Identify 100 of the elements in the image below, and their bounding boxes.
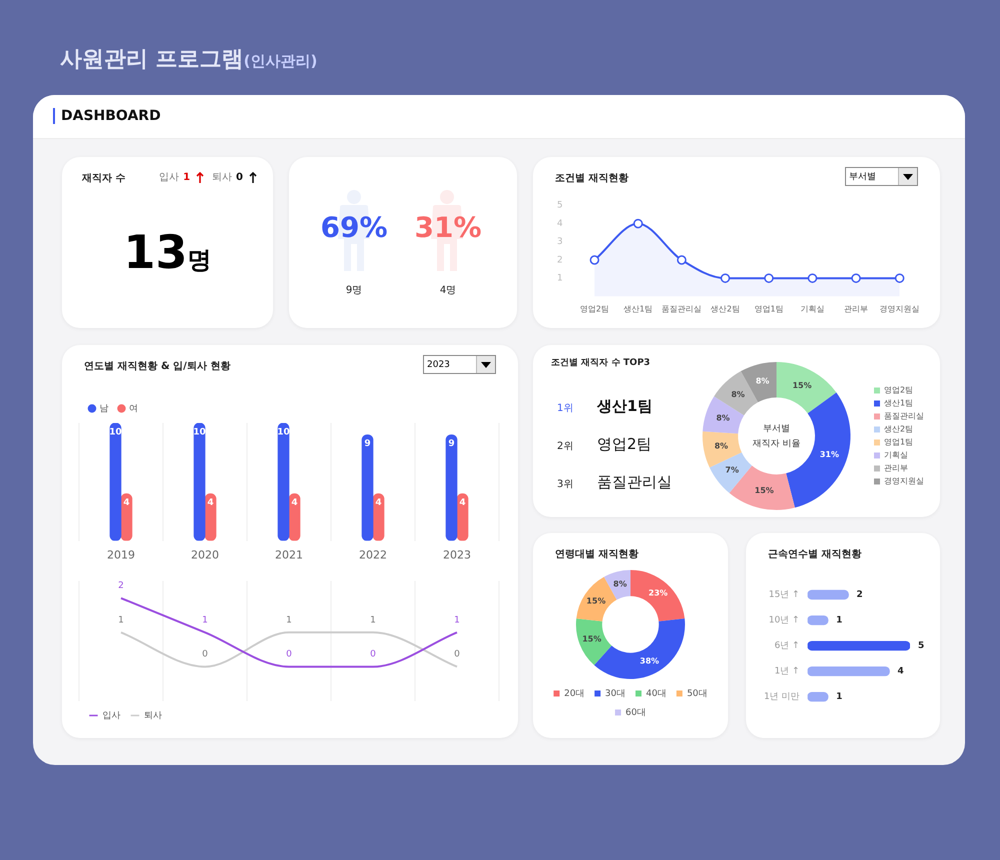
text: 퇴사 bbox=[212, 171, 232, 184]
bar bbox=[808, 590, 849, 600]
data-label: 4 bbox=[207, 498, 214, 508]
data-label: 1 bbox=[836, 616, 842, 626]
x-tick-label: 2023 bbox=[443, 548, 471, 562]
data-label: 15% bbox=[586, 596, 606, 606]
x-tick-label: 생산2팀 bbox=[710, 304, 740, 314]
text: 생산1팀 bbox=[597, 397, 652, 416]
data-label: 1 bbox=[836, 692, 842, 702]
y-tick-label: 15년 ↑ bbox=[768, 590, 800, 600]
y-tick-label: 4 bbox=[556, 218, 563, 229]
legend-label: 관리부 bbox=[884, 464, 908, 473]
point bbox=[764, 273, 774, 283]
data-label: 5 bbox=[918, 641, 924, 652]
chart-title: 연도별 재직현황 & 입/퇴사 현황 bbox=[84, 360, 230, 373]
text: 9명 bbox=[344, 284, 364, 297]
x-tick-label: 2019 bbox=[107, 548, 135, 562]
legend-label: 입사 bbox=[102, 710, 120, 721]
data-label: 7% bbox=[725, 466, 739, 475]
data-label: 1 bbox=[118, 615, 124, 626]
data-label: 4 bbox=[459, 498, 466, 508]
data-label: 1 bbox=[454, 615, 460, 626]
data-label: 8% bbox=[731, 390, 745, 400]
legend-label: 영업1팀 bbox=[884, 438, 914, 447]
data-label: 0 bbox=[454, 650, 460, 660]
dropdown: 부서별 bbox=[845, 167, 918, 186]
legend-label: 30대 bbox=[605, 688, 626, 699]
data-label: 15% bbox=[582, 634, 602, 644]
legend-label: 생산1팀 bbox=[884, 398, 914, 408]
legend-label: 40대 bbox=[646, 688, 666, 699]
text: 2위 bbox=[557, 440, 574, 453]
point bbox=[676, 255, 686, 265]
text: 1 bbox=[183, 172, 190, 182]
y-tick-label: 1 bbox=[556, 274, 563, 284]
data-label: 2 bbox=[856, 590, 863, 600]
dropdown: 2023 bbox=[423, 355, 496, 374]
data-label: 4 bbox=[123, 498, 130, 508]
data-label: 10 bbox=[193, 427, 206, 438]
text: (인사관리) bbox=[244, 52, 318, 70]
data-label: 0 bbox=[202, 650, 208, 660]
data-label: 0 bbox=[286, 650, 292, 660]
text: 재직자 비율 bbox=[752, 438, 800, 449]
text: 영업2팀 bbox=[597, 435, 652, 454]
text: 재직자 수 bbox=[82, 172, 126, 185]
x-tick-label: 2021 bbox=[275, 548, 303, 562]
x-tick-label: 기획실 bbox=[800, 304, 824, 314]
data-label: 15% bbox=[792, 380, 812, 390]
y-tick-label: 6년 ↑ bbox=[774, 641, 800, 652]
data-label: 8% bbox=[613, 579, 627, 588]
text: 조건별 재직자 수 TOP3 bbox=[551, 357, 650, 369]
data-label: 9 bbox=[448, 439, 455, 450]
data-label: 1 bbox=[202, 615, 208, 626]
y-tick-label: 1년 ↑ bbox=[774, 666, 800, 677]
x-tick-label: 생산1팀 bbox=[624, 304, 653, 314]
text: DASHBOARD bbox=[53, 108, 161, 124]
legend-label: 남 bbox=[100, 404, 108, 414]
bar bbox=[808, 666, 890, 676]
text: 13 bbox=[123, 225, 188, 279]
legend-label: 생산2팀 bbox=[884, 424, 914, 434]
data-label: 8% bbox=[716, 414, 730, 423]
legend-label: 퇴사 bbox=[144, 710, 162, 721]
text: 1위 bbox=[557, 402, 574, 415]
legend-label: 영업2팀 bbox=[884, 386, 914, 395]
text: 4명 bbox=[438, 284, 458, 297]
x-tick-label: 2022 bbox=[359, 548, 387, 562]
y-tick-label: 10년 ↑ bbox=[768, 616, 800, 626]
y-tick-label: 3 bbox=[556, 237, 563, 248]
text: 명 bbox=[188, 246, 212, 274]
text: 69% bbox=[319, 211, 389, 244]
data-label: 9 bbox=[364, 439, 371, 450]
data-label: 8% bbox=[756, 376, 770, 386]
x-tick-label: 영업1팀 bbox=[754, 304, 784, 314]
data-label: 0 bbox=[370, 650, 376, 660]
text: 사원관리 프로그램 bbox=[60, 47, 244, 72]
text: 품질관리실 bbox=[597, 473, 672, 492]
legend-label: 50대 bbox=[686, 688, 708, 699]
legend-label: 품질관리실 bbox=[884, 412, 924, 421]
legend-label: 20대 bbox=[564, 688, 585, 699]
legend-label: 60대 bbox=[626, 708, 646, 718]
y-tick-label: 1년 미만 bbox=[764, 692, 800, 702]
point bbox=[851, 273, 861, 283]
x-tick-label: 경영지원실 bbox=[880, 304, 920, 314]
chart-title: 조건별 재직현황 bbox=[555, 172, 628, 185]
chart-title: 근속연수별 재직현황 bbox=[768, 548, 862, 561]
point bbox=[633, 218, 643, 228]
legend-label: 기획실 bbox=[884, 450, 908, 460]
y-tick-label: 2 bbox=[556, 255, 563, 266]
text: 부서별 bbox=[763, 424, 790, 434]
point bbox=[720, 273, 730, 283]
data-label: 10 bbox=[109, 427, 122, 438]
data-label: 4 bbox=[291, 498, 298, 508]
data-label: 4 bbox=[375, 498, 382, 508]
point bbox=[808, 273, 818, 283]
chart-title: 연령대별 재직현황 bbox=[555, 548, 638, 561]
data-label: 10 bbox=[277, 427, 290, 438]
y-tick-label: 5 bbox=[556, 200, 563, 211]
bar bbox=[808, 640, 910, 651]
x-tick-label: 관리부 bbox=[844, 304, 868, 314]
point bbox=[590, 255, 600, 265]
data-label: 23% bbox=[648, 588, 668, 598]
